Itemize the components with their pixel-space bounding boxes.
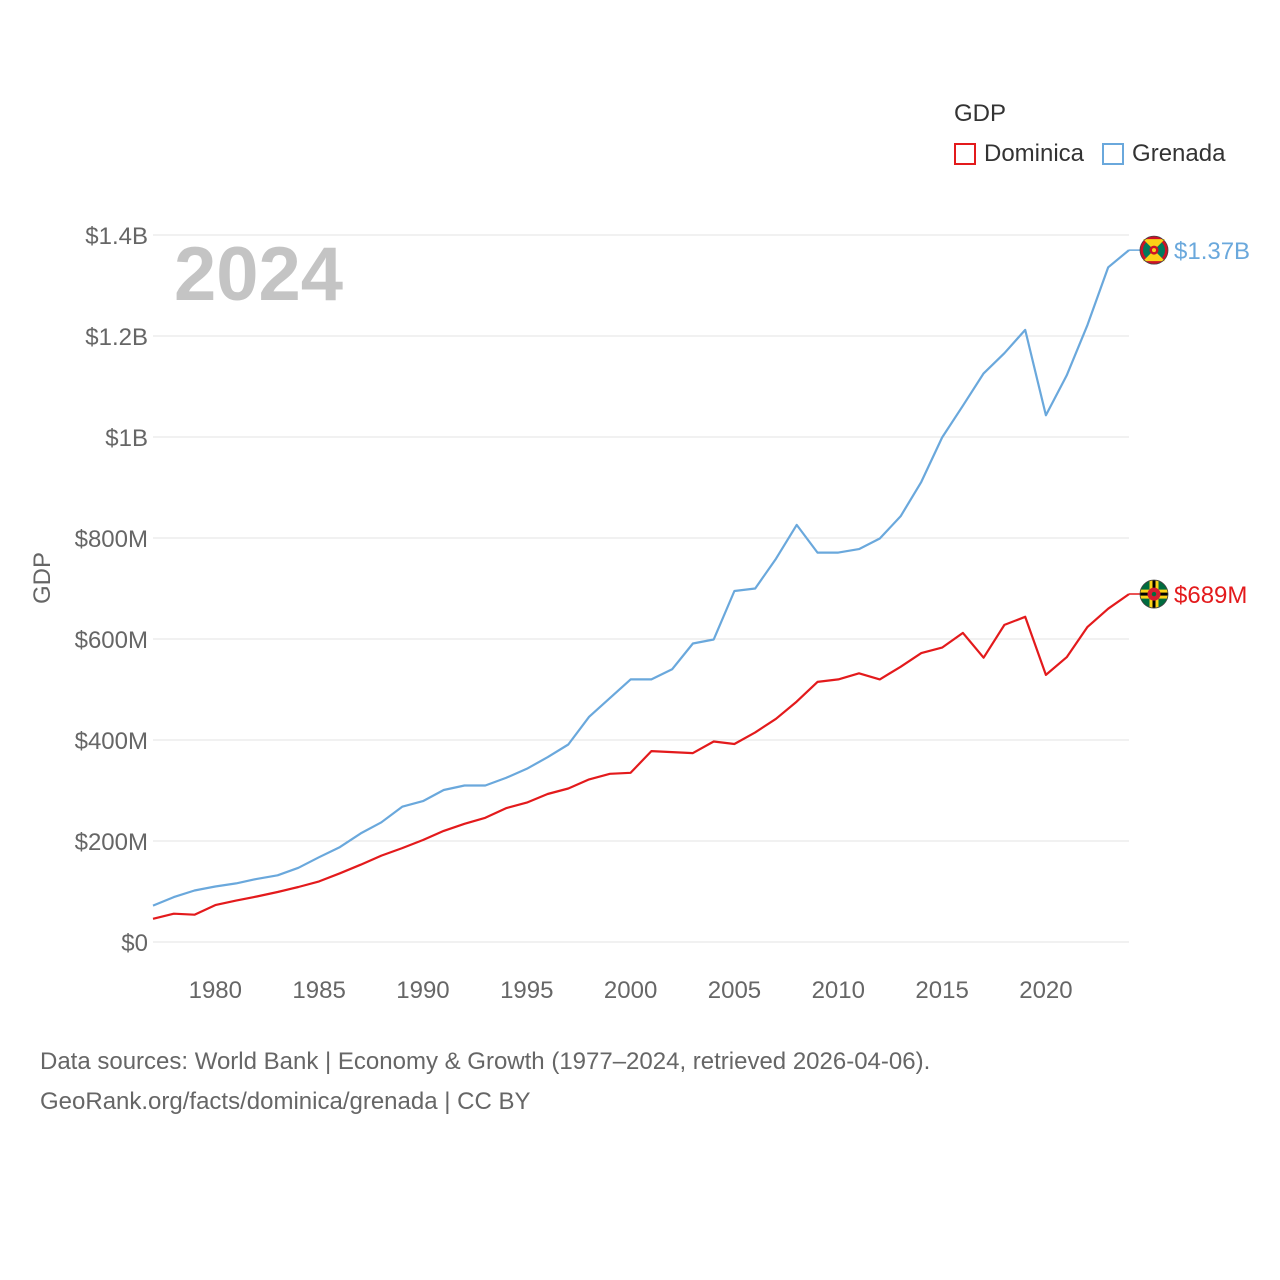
y-axis-title: GDP: [29, 552, 56, 604]
x-tick-label: 1990: [396, 977, 449, 1004]
y-tick-label: $800M: [75, 526, 148, 553]
x-tick-label: 2000: [604, 977, 657, 1004]
y-tick-label: $1.4B: [85, 223, 148, 250]
footer-credit-line: GeoRank.org/facts/dominica/grenada | CC …: [40, 1088, 531, 1115]
grenada-flag-icon: [1140, 236, 1168, 265]
legend: GDP Dominica Grenada: [954, 100, 1225, 168]
y-tick-label: $600M: [75, 627, 148, 654]
y-tick-label: $1.2B: [85, 324, 148, 351]
legend-label-grenada: Grenada: [1132, 140, 1226, 167]
series-lines: [152, 249, 1130, 920]
x-tick-label: 2015: [915, 977, 968, 1004]
end-value-label-dominica: $689M: [1174, 582, 1247, 609]
x-tick-label: 1995: [500, 977, 553, 1004]
y-tick-label: $200M: [75, 829, 148, 856]
footer-source: Data sources: World Bank | Economy & Gro…: [40, 1042, 930, 1122]
flag-border: [1139, 235, 1169, 265]
y-axis: $0 $200M $400M $600M $800M $1B $1.2B $1.4B: [75, 223, 148, 957]
footer-sources-line: Data sources: World Bank | Economy & Gro…: [40, 1048, 931, 1075]
x-axis: 1980 1985 1990 1995 2000 2005 2010 2015 2020: [189, 977, 1073, 1004]
flag-border: [1139, 579, 1169, 609]
legend-swatch-grenada: [1102, 143, 1125, 165]
x-tick-label: 1980: [189, 977, 242, 1004]
y-tick-label: $1B: [105, 425, 148, 452]
x-tick-label: 1985: [292, 977, 345, 1004]
y-tick-label: $400M: [75, 728, 148, 755]
series-line-grenada: [152, 249, 1130, 907]
y-tick-label: $0: [121, 930, 148, 957]
end-markers: $689M $1.37B: [1129, 235, 1250, 609]
end-value-label-grenada: $1.37B: [1174, 238, 1250, 265]
x-tick-label: 2005: [708, 977, 761, 1004]
x-tick-label: 2020: [1019, 977, 1072, 1004]
legend-title: GDP: [954, 100, 1007, 127]
series-line-dominica: [152, 593, 1130, 920]
legend-item-dominica[interactable]: Dominica: [954, 140, 1084, 168]
legend-swatch-dominica: [954, 143, 976, 165]
grid-lines: [153, 234, 1129, 943]
legend-items: Dominica Grenada: [954, 140, 1225, 168]
legend-item-grenada[interactable]: Grenada: [1102, 140, 1225, 168]
x-tick-label: 2010: [812, 977, 865, 1004]
legend-label-dominica: Dominica: [984, 140, 1085, 167]
year-label: 2024: [174, 232, 343, 317]
dominica-flag-icon: [1140, 580, 1168, 609]
